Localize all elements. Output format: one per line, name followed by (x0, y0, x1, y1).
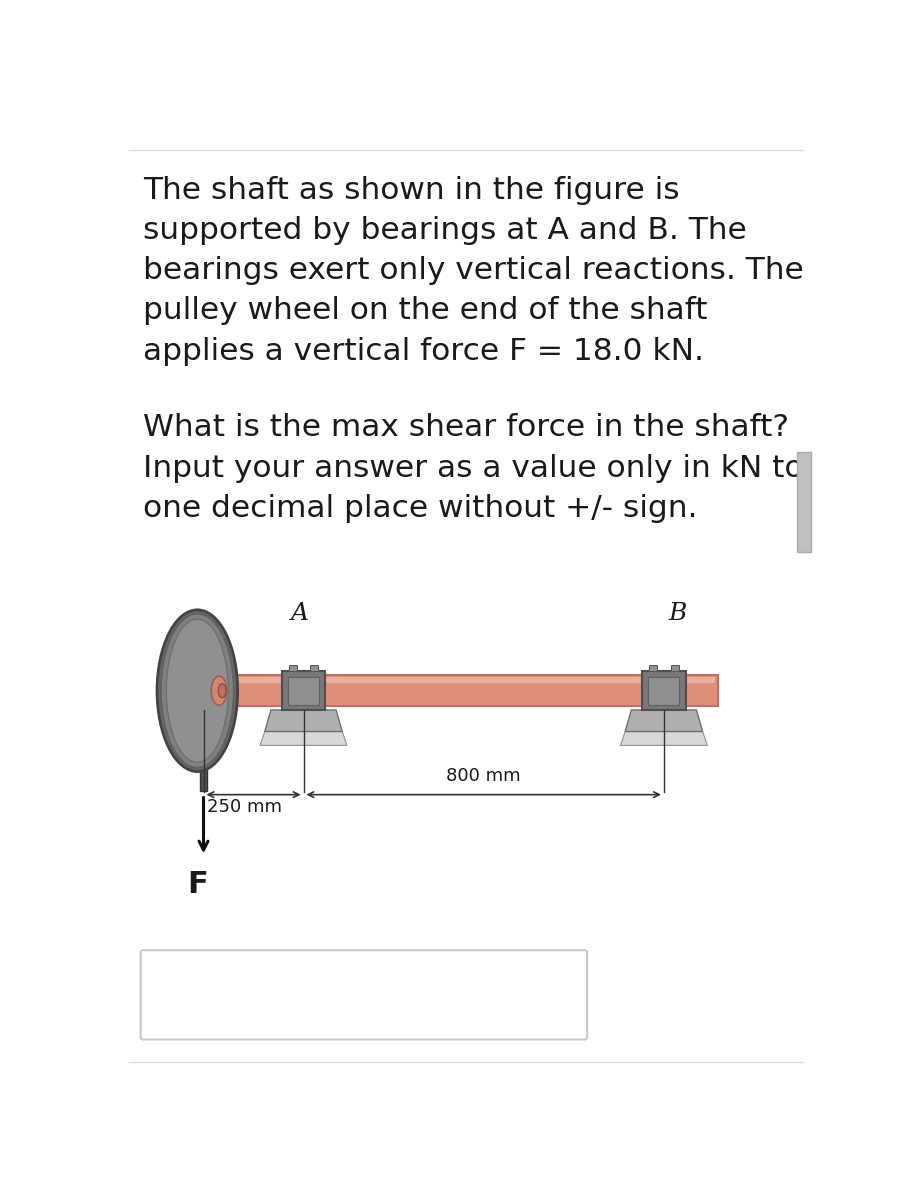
Text: one decimal place without +/- sign.: one decimal place without +/- sign. (143, 493, 697, 522)
Polygon shape (621, 732, 707, 745)
Bar (797, 452, 811, 552)
Text: 800 mm: 800 mm (446, 768, 521, 786)
Bar (200, 706, 207, 791)
Ellipse shape (218, 684, 226, 697)
Bar (642, 672, 685, 710)
Ellipse shape (157, 610, 237, 772)
Text: applies a vertical force F = 18.0 kN.: applies a vertical force F = 18.0 kN. (143, 336, 704, 366)
Ellipse shape (161, 613, 234, 768)
Text: B: B (669, 602, 687, 625)
FancyBboxPatch shape (141, 950, 587, 1039)
Text: The shaft as shown in the figure is: The shaft as shown in the figure is (143, 176, 680, 205)
Text: Input your answer as a value only in kN to: Input your answer as a value only in kN … (143, 454, 804, 482)
Bar (205, 676, 718, 706)
Bar (311, 665, 318, 672)
Bar (208, 677, 715, 683)
Bar (288, 677, 319, 704)
Polygon shape (260, 732, 347, 745)
Bar (671, 665, 679, 672)
Ellipse shape (211, 676, 226, 706)
Bar (649, 665, 657, 672)
Bar (648, 677, 679, 704)
Text: bearings exert only vertical reactions. The: bearings exert only vertical reactions. … (143, 257, 804, 286)
Text: pulley wheel on the end of the shaft: pulley wheel on the end of the shaft (143, 296, 707, 325)
Text: What is the max shear force in the shaft?: What is the max shear force in the shaft… (143, 414, 789, 443)
Text: supported by bearings at A and B. The: supported by bearings at A and B. The (143, 216, 747, 245)
Bar (282, 672, 325, 710)
Polygon shape (625, 710, 703, 732)
Ellipse shape (166, 619, 228, 762)
Text: 250 mm: 250 mm (206, 798, 282, 816)
Text: F: F (187, 870, 207, 899)
Bar (289, 665, 296, 672)
Polygon shape (265, 710, 343, 732)
Text: A: A (291, 602, 309, 625)
